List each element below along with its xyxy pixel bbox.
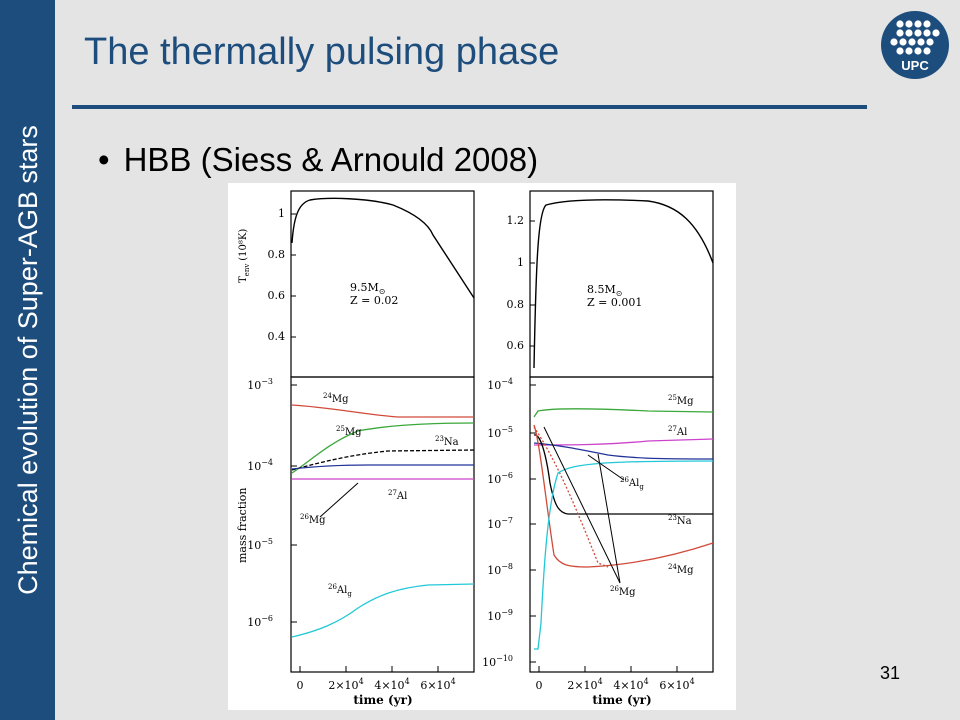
left-xtick-1: 0 — [297, 679, 304, 692]
label-26alg-left: 26Alg — [328, 583, 352, 598]
left-xlabel: time (yr) — [353, 693, 412, 707]
right-bottom-ytick-4: 10−7 — [487, 516, 513, 531]
label-24mg-left: 24Mg — [323, 392, 349, 405]
label-23na-right: 23Na — [668, 514, 692, 527]
left-25mg-curve — [291, 422, 475, 474]
left-mass-label: 9.5M⊙ — [350, 281, 385, 296]
right-abundance-curves — [533, 408, 714, 650]
right-26alg-curve — [533, 442, 714, 460]
right-temperature-curve — [533, 199, 714, 369]
right-top-ytick-2: 1 — [517, 256, 524, 269]
bullet-item: • HBB (Siess & Arnould 2008) — [98, 140, 538, 180]
right-26mg-curve — [533, 426, 609, 568]
right-23na-curve — [533, 434, 713, 515]
left-temperature-curve — [291, 197, 475, 299]
right-bottom-ytick-1: 10−4 — [487, 377, 513, 392]
left-bottom-ytick-2: 10−4 — [247, 458, 273, 473]
right-bottom-ytick-5: 10−8 — [487, 562, 513, 577]
label-23na-left: 23Na — [435, 435, 459, 448]
left-xtick-3: 4×104 — [374, 677, 409, 692]
right-mass-label: 8.5M⊙ — [587, 283, 622, 298]
label-26mg-right: 26Mg — [610, 585, 636, 598]
right-xtick-2: 2×104 — [567, 677, 602, 692]
logo-text: UPC — [901, 58, 929, 73]
sidebar-title: Chemical evolution of Super-AGB stars — [13, 125, 43, 595]
right-pointer-lines — [543, 426, 625, 584]
right-24mg-curve — [533, 424, 714, 568]
upc-logo: UPC — [881, 11, 949, 79]
right-cyan-curve — [534, 460, 714, 650]
right-27al-curve — [533, 438, 714, 446]
label-27al-right: 27Al — [668, 425, 687, 438]
right-top-ytick-1: 1.2 — [507, 214, 525, 227]
figure: Tenv(10⁸K) 1 0.8 0.6 0.4 9.5M⊙ Z = 0.02 … — [228, 183, 736, 710]
left-bottom-ytick-3: 10−5 — [247, 537, 273, 552]
left-top-ytick-2: 0.8 — [268, 248, 286, 261]
label-25mg-left: 25Mg — [336, 425, 362, 438]
right-xtick-4: 6×104 — [659, 677, 694, 692]
left-top-ytick-1: 1 — [278, 207, 285, 220]
left-24mg-curve — [291, 404, 474, 418]
right-top-ytick-4: 0.6 — [507, 339, 525, 352]
left-top-frame — [290, 190, 475, 378]
left-26alg-curve — [291, 583, 475, 638]
right-bottom-ytick-6: 10−9 — [487, 608, 513, 623]
slide-title: The thermally pulsing phase — [84, 31, 560, 73]
label-26mg-left: 26Mg — [300, 513, 326, 526]
right-xtick-1: 0 — [536, 679, 543, 692]
right-z-label: Z = 0.001 — [587, 296, 642, 309]
left-bottom-ytick-4: 10−6 — [247, 614, 273, 629]
right-bottom-ytick-2: 10−5 — [487, 425, 513, 440]
left-top-ytick-3: 0.6 — [268, 289, 286, 302]
right-25mg-curve — [533, 408, 714, 418]
left-top-ytick-4: 0.4 — [268, 330, 286, 343]
right-xlabel: time (yr) — [592, 693, 651, 707]
right-bottom-ytick-3: 10−6 — [487, 471, 513, 486]
right-top-ytick-3: 0.8 — [507, 298, 525, 311]
left-xtick-4: 6×104 — [420, 677, 455, 692]
label-24mg-right: 24Mg — [668, 563, 694, 576]
right-xtick-3: 4×104 — [613, 677, 648, 692]
left-bottom-ytick-1: 10−3 — [247, 377, 273, 392]
left-z-label: Z = 0.02 — [350, 294, 398, 307]
page-number: 31 — [880, 663, 901, 683]
bullet-text: HBB (Siess & Arnould 2008) — [123, 141, 539, 178]
bullet-dot: • — [98, 141, 110, 178]
left-top-ylabel: Tenv(10⁸K) — [238, 229, 251, 283]
figure-svg: Tenv(10⁸K) 1 0.8 0.6 0.4 9.5M⊙ Z = 0.02 … — [236, 190, 714, 707]
label-25mg-right: 25Mg — [668, 394, 694, 407]
left-bottom-frame — [290, 376, 475, 673]
title-underline — [72, 105, 867, 109]
left-bottom-ylabel: mass fraction — [236, 488, 249, 563]
label-27al-left: 27Al — [388, 489, 407, 502]
left-26mg-arrow — [319, 482, 359, 518]
label-26alg-right: 26Alg — [620, 476, 644, 491]
right-bottom-ytick-7: 10−10 — [482, 654, 513, 669]
left-abundance-curves — [291, 404, 475, 638]
left-26mg-curve — [291, 464, 474, 470]
sidebar: Chemical evolution of Super-AGB stars — [0, 0, 55, 720]
left-xtick-2: 2×104 — [328, 677, 363, 692]
